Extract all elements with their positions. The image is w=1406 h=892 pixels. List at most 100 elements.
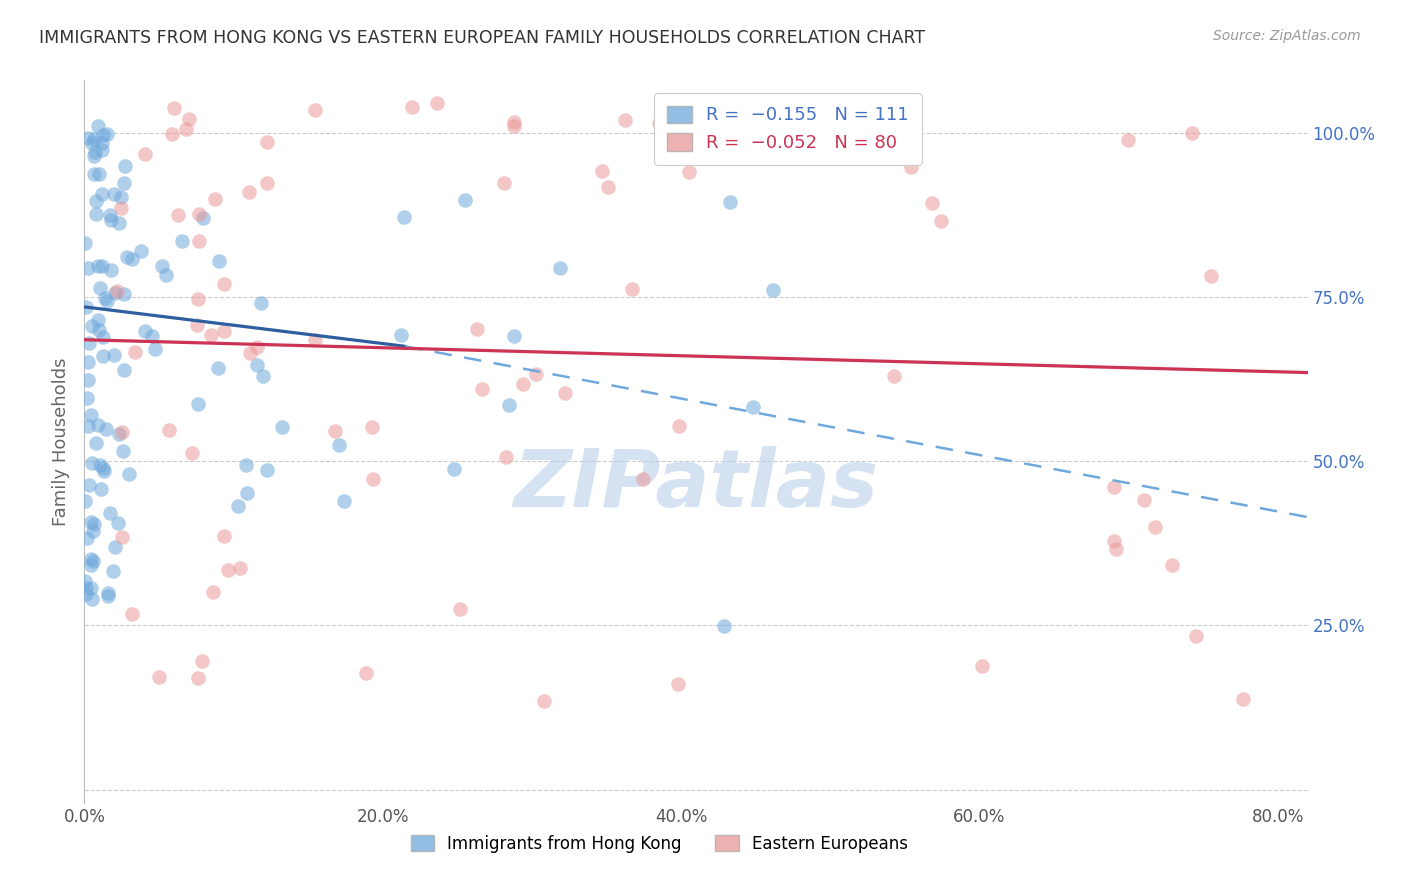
Point [155, 268, 177, 283]
Point [389, 328, 412, 343]
Point [112, 363, 135, 377]
Point [449, 602, 471, 616]
Point [972, 658, 994, 673]
Point [91, 186, 114, 201]
Point [76, 391, 98, 405]
Point [148, 671, 170, 685]
Point [75, 582, 97, 596]
Point [187, 293, 209, 307]
Point [1199, 268, 1222, 283]
Point [929, 214, 952, 228]
Point [392, 210, 415, 224]
Point [207, 253, 229, 268]
Point [256, 136, 278, 150]
Point [143, 343, 166, 357]
Point [502, 119, 524, 133]
Point [1184, 629, 1206, 643]
Point [426, 96, 449, 111]
Point [1160, 558, 1182, 572]
Point [1181, 126, 1204, 140]
Point [762, 283, 785, 297]
Point [170, 235, 193, 249]
Point [246, 358, 269, 372]
Point [249, 296, 271, 310]
Point [141, 329, 163, 343]
Text: ZIPatlas: ZIPatlas [513, 446, 879, 524]
Point [96, 294, 118, 309]
Point [134, 324, 156, 338]
Point [94, 291, 117, 305]
Point [82, 554, 104, 568]
Point [110, 201, 132, 215]
Point [91, 461, 114, 475]
Point [82, 319, 104, 334]
Point [110, 189, 132, 203]
Point [75, 587, 97, 601]
Point [548, 260, 571, 275]
Point [1143, 520, 1166, 534]
Point [112, 287, 135, 301]
Point [82, 592, 104, 607]
Point [883, 369, 905, 384]
Text: Source: ZipAtlas.com: Source: ZipAtlas.com [1213, 29, 1361, 44]
Point [503, 329, 526, 343]
Point [200, 327, 222, 342]
Point [79, 581, 101, 595]
Point [591, 163, 613, 178]
Point [443, 462, 465, 476]
Point [1133, 493, 1156, 508]
Point [111, 530, 134, 544]
Point [103, 348, 125, 362]
Point [304, 103, 326, 118]
Point [713, 618, 735, 632]
Point [73, 494, 96, 508]
Point [361, 419, 384, 434]
Point [103, 187, 125, 202]
Point [111, 444, 134, 458]
Point [86, 417, 108, 432]
Point [82, 136, 104, 150]
Point [96, 127, 118, 141]
Point [495, 450, 517, 465]
Point [77, 373, 100, 387]
Point [91, 349, 114, 363]
Point [678, 165, 700, 179]
Point [84, 194, 107, 208]
Point [77, 130, 100, 145]
Point [77, 336, 100, 351]
Point [226, 499, 249, 513]
Point [354, 665, 377, 680]
Point [80, 515, 103, 529]
Point [323, 424, 346, 438]
Point [91, 136, 114, 151]
Point [217, 564, 239, 578]
Point [872, 103, 894, 117]
Point [84, 206, 107, 220]
Point [361, 472, 384, 486]
Point [100, 213, 122, 227]
Point [82, 524, 104, 538]
Point [114, 159, 136, 173]
Point [118, 467, 141, 482]
Point [471, 382, 494, 396]
Point [104, 540, 127, 554]
Point [94, 422, 117, 436]
Point [76, 531, 98, 545]
Point [83, 132, 105, 146]
Point [75, 300, 97, 314]
Point [533, 694, 555, 708]
Point [80, 552, 103, 566]
Point [75, 235, 97, 250]
Point [191, 211, 214, 225]
Point [401, 100, 423, 114]
Point [188, 234, 211, 248]
Point [900, 161, 922, 175]
Point [1105, 541, 1128, 556]
Point [124, 345, 146, 359]
Point [121, 607, 143, 621]
Point [494, 176, 516, 190]
Point [108, 427, 131, 442]
Point [150, 260, 173, 274]
Point [1102, 480, 1125, 494]
Point [633, 472, 655, 486]
